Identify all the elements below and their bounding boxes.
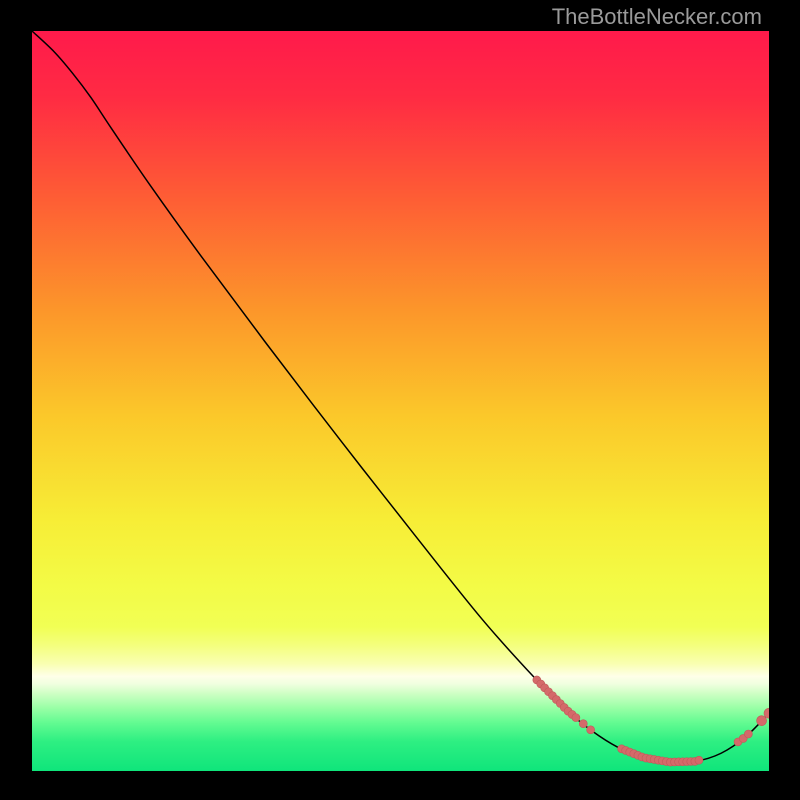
chart-plot-area [32, 31, 769, 771]
attribution-text: TheBottleNecker.com [552, 4, 762, 30]
chart-background-gradient [32, 31, 769, 771]
